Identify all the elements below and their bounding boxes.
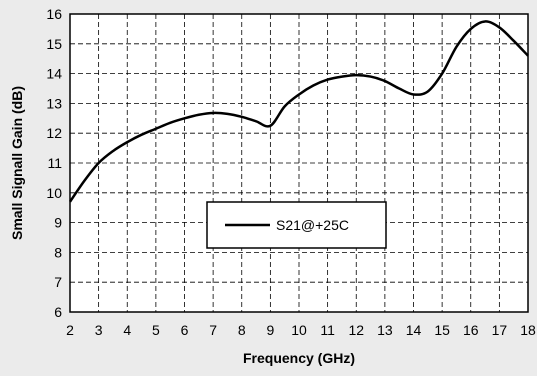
x-tick-label: 17 <box>492 322 508 338</box>
series-lines <box>68 20 529 203</box>
x-tick-label: 18 <box>520 322 536 338</box>
x-tick-label: 8 <box>238 322 246 338</box>
x-tick-label: 5 <box>152 322 160 338</box>
y-tick-label: 13 <box>46 95 62 111</box>
x-axis-title: Frequency (GHz) <box>243 350 355 366</box>
x-tick-label: 7 <box>209 322 217 338</box>
y-axis-title: Small Signall Gain (dB) <box>9 86 25 240</box>
x-tick-label: 13 <box>377 322 393 338</box>
x-tick-label: 6 <box>181 322 189 338</box>
y-tick-label: 11 <box>47 155 62 171</box>
x-tick-label: 10 <box>291 322 307 338</box>
y-tick-labels: 6 7 8 9 10 11 12 13 14 15 16 <box>46 6 62 320</box>
x-tick-label: 4 <box>123 322 131 338</box>
x-tick-label: 3 <box>95 322 103 338</box>
x-tick-label: 14 <box>406 322 422 338</box>
x-tick-label: 15 <box>434 322 450 338</box>
x-tick-label: 16 <box>463 322 479 338</box>
x-tick-label: 9 <box>266 322 274 338</box>
legend-label: S21@+25C <box>276 217 349 233</box>
x-tick-label: 11 <box>320 322 335 338</box>
legend: S21@+25C <box>206 201 387 249</box>
y-tick-label: 16 <box>46 6 62 22</box>
y-tick-label: 10 <box>46 185 62 201</box>
y-tick-label: 15 <box>46 36 62 52</box>
y-tick-label: 8 <box>54 244 62 260</box>
series-line-s21 <box>68 20 529 203</box>
y-tick-label: 6 <box>54 304 62 320</box>
y-tick-label: 14 <box>46 66 62 82</box>
x-tick-label: 2 <box>66 322 74 338</box>
y-tick-label: 7 <box>54 274 62 290</box>
y-tick-label: 12 <box>46 125 62 141</box>
x-tick-labels: 2 3 4 5 6 7 8 9 10 11 12 13 14 15 16 17 18 <box>66 322 536 338</box>
y-tick-label: 9 <box>54 215 62 231</box>
x-tick-label: 12 <box>348 322 364 338</box>
